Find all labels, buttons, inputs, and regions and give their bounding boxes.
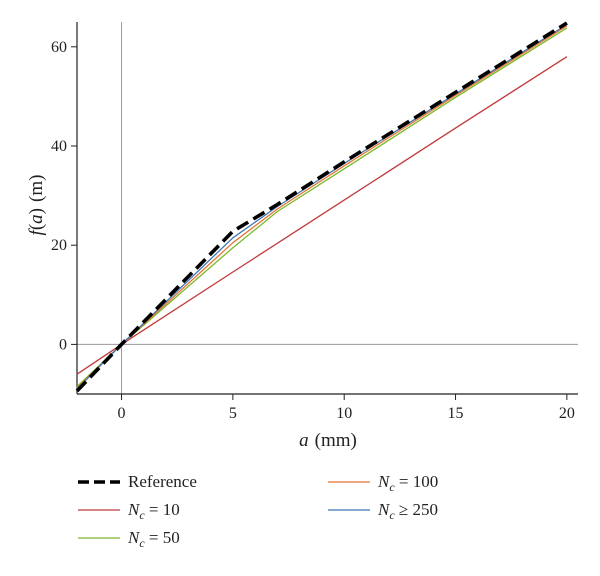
x-tick-label: 20	[559, 405, 575, 422]
legend-label-4: Nc ≥ 250	[377, 500, 438, 522]
y-axis-label-open: (	[26, 224, 47, 230]
series-line-4	[76, 23, 568, 390]
x-tick-label: 15	[448, 405, 464, 422]
series-line-3	[76, 25, 568, 389]
y-axis-label-unit: (m)	[26, 175, 47, 202]
legend-label-1: Nc = 10	[127, 500, 180, 522]
x-axis-label-var: a	[299, 430, 309, 451]
series-group	[75, 21, 568, 393]
ticks: 0 5 10 15 20 0 20 40 60	[51, 39, 575, 422]
x-tick-label: 10	[336, 405, 352, 422]
series-line-0	[75, 21, 568, 393]
y-tick-label: 40	[51, 138, 67, 155]
x-tick-label: 0	[118, 405, 126, 422]
y-axis-label: f(a) (m)	[26, 175, 47, 236]
y-axis-label-close: )	[26, 208, 47, 214]
y-tick-label: 0	[59, 336, 67, 353]
series-line-2	[76, 27, 568, 388]
legend-label-3: Nc = 100	[377, 472, 438, 494]
y-axis-label-fn: f	[26, 227, 47, 235]
legend: Reference Nc = 10 Nc = 50 Nc = 100 Nc ≥ 250	[78, 472, 438, 550]
y-tick-label: 60	[51, 39, 67, 56]
y-axis-label-var: a	[26, 214, 47, 224]
y-tick-label: 20	[51, 237, 67, 254]
series-line-1	[76, 56, 568, 375]
x-axis-label: a (mm)	[299, 430, 357, 451]
legend-label-0: Reference	[128, 472, 197, 491]
axes	[76, 22, 578, 395]
plot-area	[77, 22, 578, 394]
legend-label-2: Nc = 50	[127, 528, 180, 550]
x-tick-label: 5	[229, 405, 237, 422]
x-axis-label-unit: (mm)	[315, 430, 357, 451]
